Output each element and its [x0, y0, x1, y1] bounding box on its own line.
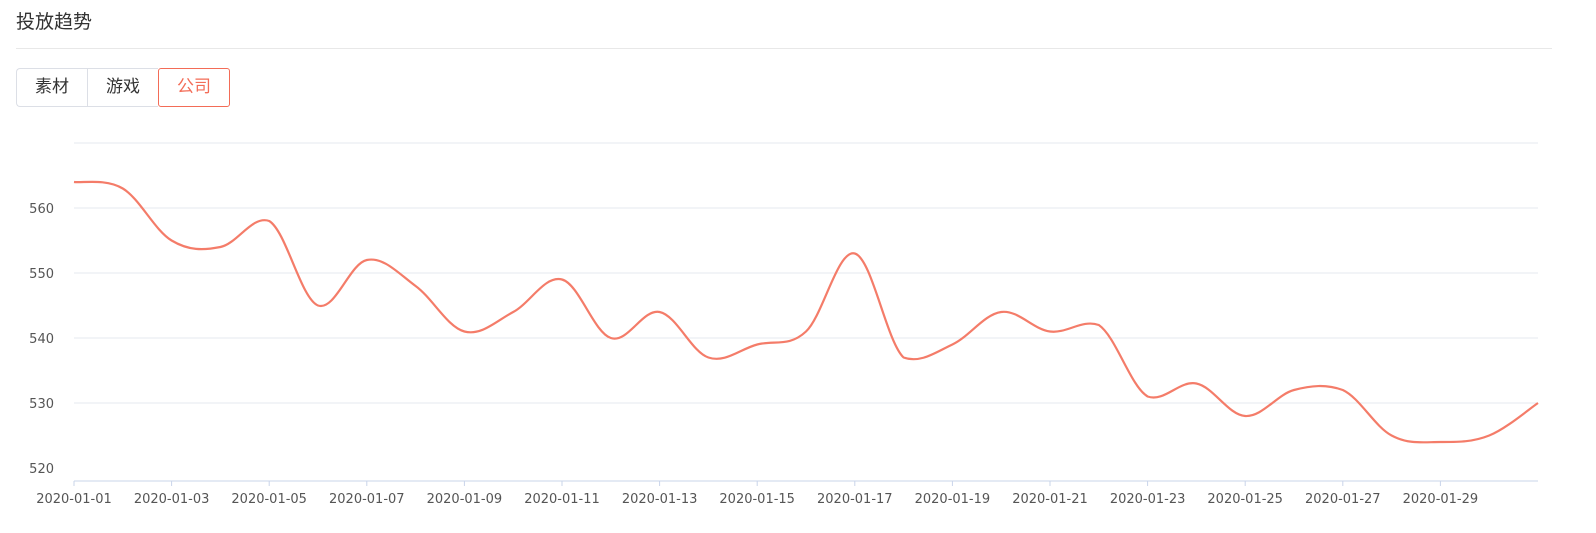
x-tick-label: 2020-01-27	[1305, 492, 1381, 507]
x-tick-label: 2020-01-25	[1207, 492, 1283, 507]
page-title: 投放趋势	[16, 11, 93, 33]
trend-line-chart: 520 530 540 550 560 2020-01-01 2020-01-03 2020-…	[29, 142, 1539, 507]
y-tick-label: 540	[29, 332, 54, 347]
x-tick-label: 2020-01-21	[1012, 492, 1088, 507]
title-divider	[16, 48, 1552, 49]
x-tick-label: 2020-01-15	[719, 492, 795, 507]
x-tick-label: 2020-01-03	[134, 492, 210, 507]
y-tick-label: 520	[29, 462, 54, 477]
x-tick-label: 2020-01-29	[1403, 492, 1479, 507]
tab-company[interactable]: 公司	[158, 68, 230, 107]
x-tick-label: 2020-01-01	[36, 492, 112, 507]
tab-group: 素材 游戏 公司	[16, 68, 230, 107]
x-tick-label: 2020-01-11	[524, 492, 600, 507]
x-tick-label: 2020-01-19	[915, 492, 991, 507]
y-tick-label: 550	[29, 267, 54, 282]
x-tick-label: 2020-01-17	[817, 492, 893, 507]
x-tick-label: 2020-01-23	[1110, 492, 1186, 507]
y-tick-label: 530	[29, 397, 54, 412]
series-line	[73, 180, 1539, 444]
x-tick-label: 2020-01-07	[329, 492, 405, 507]
x-tick-label: 2020-01-09	[427, 492, 503, 507]
x-tick-label: 2020-01-05	[231, 492, 307, 507]
tab-material[interactable]: 素材	[16, 68, 87, 107]
y-tick-label: 560	[29, 202, 54, 217]
tab-game[interactable]: 游戏	[87, 68, 158, 107]
x-tick-label: 2020-01-13	[622, 492, 698, 507]
